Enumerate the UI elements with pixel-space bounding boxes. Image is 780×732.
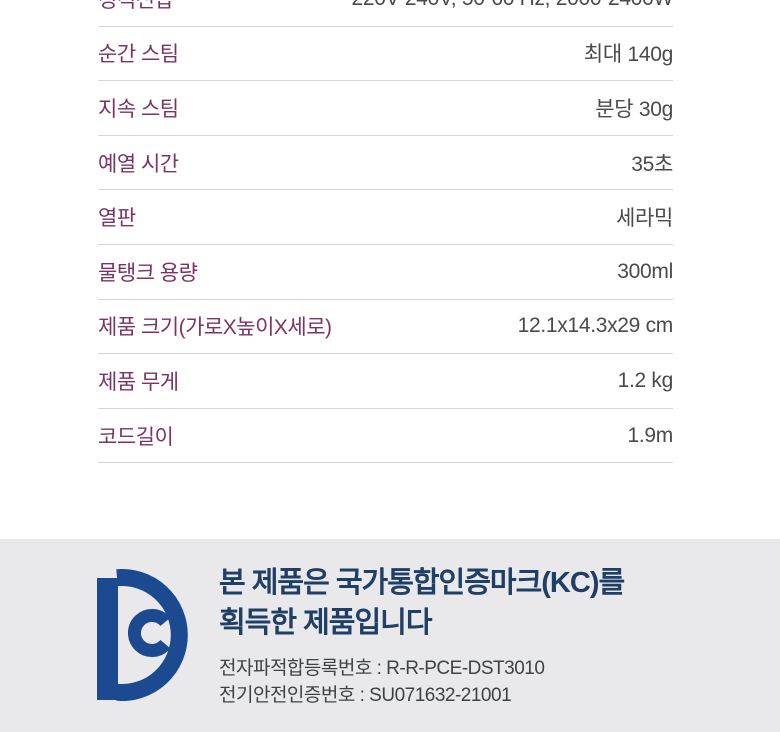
- spec-label: 제품 크기(가로X높이X세로): [98, 316, 332, 340]
- spec-row-instant-steam: 순간 스팀 최대 140g: [98, 27, 673, 82]
- certification-text-block: 본 제품은 국가통합인증마크(KC)를 획득한 제품입니다 전자파적합등록번호 …: [219, 563, 625, 709]
- spec-label: 지속 스팀: [98, 97, 179, 121]
- spec-value: 220V-240V, 50-60 Hz, 2000-2400W: [352, 0, 674, 11]
- spec-row-rated-voltage: 정격전압 220V-240V, 50-60 Hz, 2000-2400W: [98, 0, 673, 27]
- certification-heading-line1: 본 제품은 국가통합인증마크(KC)를: [219, 567, 625, 599]
- spec-label: 제품 무게: [98, 370, 179, 394]
- spec-value: 1.2 kg: [617, 368, 674, 392]
- spec-row-product-weight: 제품 무게 1.2 kg: [98, 354, 673, 409]
- spec-value: 세라믹: [615, 207, 673, 231]
- spec-value: 35초: [631, 152, 673, 176]
- spec-value: 최대 140g: [583, 43, 673, 67]
- spec-row-continuous-steam: 지속 스팀 분당 30g: [98, 81, 673, 136]
- spec-value: 분당 30g: [595, 97, 673, 121]
- spec-value: 300ml: [617, 259, 673, 283]
- kc-mark-icon: [97, 569, 188, 701]
- spec-label: 열판: [98, 207, 136, 231]
- spec-value: 1.9m: [627, 423, 674, 447]
- certification-numbers: 전자파적합등록번호 : R-R-PCE-DST3010 전기안전인증번호 : S…: [219, 655, 624, 709]
- spec-label: 물탱크 용량: [98, 261, 198, 285]
- spec-label: 코드길이: [98, 425, 174, 449]
- spec-table: 정격전압 220V-240V, 50-60 Hz, 2000-2400W 순간 …: [98, 0, 673, 464]
- spec-label: 예열 시간: [98, 152, 179, 176]
- spec-table-section: 정격전압 220V-240V, 50-60 Hz, 2000-2400W 순간 …: [98, 0, 673, 464]
- emc-registration-number: 전자파적합등록번호 : R-R-PCE-DST3010: [219, 658, 545, 679]
- spec-value: 12.1x14.3x29 cm: [517, 314, 674, 338]
- spec-row-heat-plate: 열판 세라믹: [98, 190, 673, 245]
- spec-row-product-size: 제품 크기(가로X높이X세로) 12.1x14.3x29 cm: [98, 300, 673, 355]
- spec-label: 정격전압: [98, 0, 174, 12]
- spec-row-preheat-time: 예열 시간 35초: [98, 136, 673, 191]
- electrical-safety-certification-number: 전기안전인증번호 : SU071632-21001: [219, 685, 512, 706]
- certification-heading: 본 제품은 국가통합인증마크(KC)를 획득한 제품입니다: [219, 563, 625, 643]
- spec-label: 순간 스팀: [98, 43, 179, 67]
- spec-row-cord-length: 코드길이 1.9m: [98, 409, 673, 464]
- kc-certification-section: 본 제품은 국가통합인증마크(KC)를 획득한 제품입니다 전자파적합등록번호 …: [0, 539, 780, 732]
- certification-heading-line2: 획득한 제품입니다: [219, 607, 433, 639]
- spec-row-tank-capacity: 물탱크 용량 300ml: [98, 245, 673, 300]
